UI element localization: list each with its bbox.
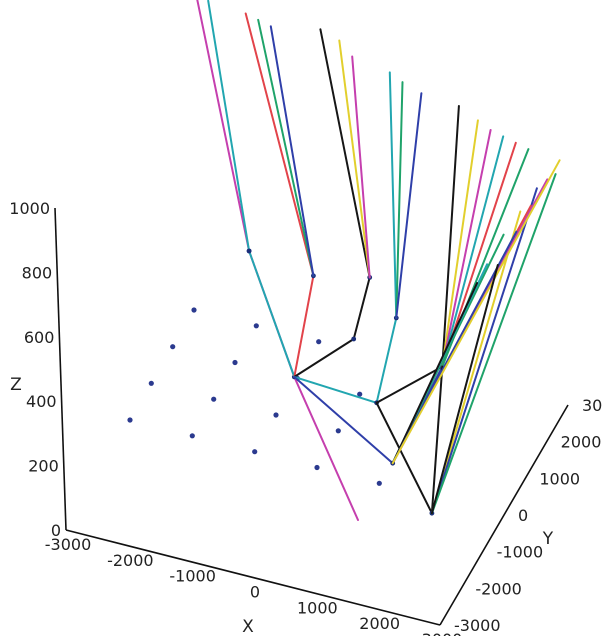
series-line bbox=[395, 81, 404, 319]
x-tick-label: 0 bbox=[250, 583, 260, 602]
ground-point bbox=[314, 464, 320, 471]
series-line bbox=[338, 39, 371, 279]
series-line bbox=[207, 0, 296, 378]
tick-labels: -3000-2000-10000100020003000-3000-2000-1… bbox=[9, 199, 603, 636]
y-axis-title: Y bbox=[542, 529, 554, 549]
ground-point bbox=[357, 391, 363, 397]
ground-point bbox=[253, 323, 259, 329]
z-axis-line bbox=[54, 207, 67, 531]
x-tick-label: -2000 bbox=[107, 551, 154, 570]
series-joint bbox=[351, 336, 357, 342]
z-tick-label: 1000 bbox=[9, 199, 50, 218]
x-tick-label: -1000 bbox=[169, 567, 216, 586]
series bbox=[196, 0, 561, 521]
y-tick-label: -3000 bbox=[454, 616, 501, 635]
x-axis-title: X bbox=[242, 617, 254, 636]
axes: X Y Z bbox=[10, 207, 569, 636]
x-tick-label: 2000 bbox=[359, 614, 400, 633]
x-tick-label: 3000 bbox=[422, 630, 463, 636]
series-line bbox=[293, 28, 371, 378]
x-tick-label: 1000 bbox=[297, 598, 338, 617]
y-tick-label: 1000 bbox=[539, 469, 580, 488]
series-line bbox=[391, 159, 561, 465]
series-line bbox=[441, 135, 505, 368]
x-tick-label: -3000 bbox=[45, 535, 92, 554]
series-line bbox=[430, 187, 538, 515]
z-tick-label: 800 bbox=[22, 263, 53, 282]
x-axis-line bbox=[65, 529, 441, 626]
y-tick-label: 3000 bbox=[582, 396, 603, 415]
z-tick-label: 0 bbox=[51, 521, 61, 540]
y-tick-label: 0 bbox=[518, 506, 528, 525]
series-joint bbox=[246, 248, 252, 254]
series-line bbox=[441, 129, 492, 368]
series-line bbox=[244, 12, 315, 378]
ground-point bbox=[273, 412, 279, 418]
ground-point bbox=[232, 359, 238, 366]
series-line bbox=[269, 25, 315, 277]
z-tick-label: 600 bbox=[24, 328, 55, 347]
series-line bbox=[391, 282, 479, 465]
y-tick-label: 2000 bbox=[561, 433, 602, 452]
series-line bbox=[441, 119, 479, 368]
ground-point bbox=[191, 307, 197, 313]
series-line bbox=[293, 71, 398, 404]
ground-point bbox=[148, 380, 154, 386]
ground-point bbox=[189, 433, 195, 439]
y-axis-line bbox=[439, 404, 569, 626]
z-tick-label: 400 bbox=[26, 392, 57, 411]
ground-point bbox=[211, 396, 217, 402]
ground-point bbox=[252, 449, 258, 455]
z-axis-title: Z bbox=[10, 375, 22, 395]
series-line bbox=[430, 210, 522, 515]
ground-point bbox=[335, 428, 341, 434]
z-tick-label: 200 bbox=[28, 457, 59, 476]
series-line bbox=[351, 55, 371, 279]
ground-points bbox=[127, 307, 382, 486]
y-tick-label: -1000 bbox=[497, 543, 543, 562]
ground-point bbox=[316, 339, 322, 345]
series-line bbox=[430, 173, 557, 515]
series-line bbox=[430, 264, 499, 515]
ground-point bbox=[376, 480, 382, 486]
ground-point bbox=[170, 344, 176, 350]
ground-point bbox=[127, 417, 133, 423]
y-tick-label: -2000 bbox=[475, 579, 522, 598]
series-line bbox=[257, 18, 315, 277]
series-line bbox=[395, 92, 423, 319]
